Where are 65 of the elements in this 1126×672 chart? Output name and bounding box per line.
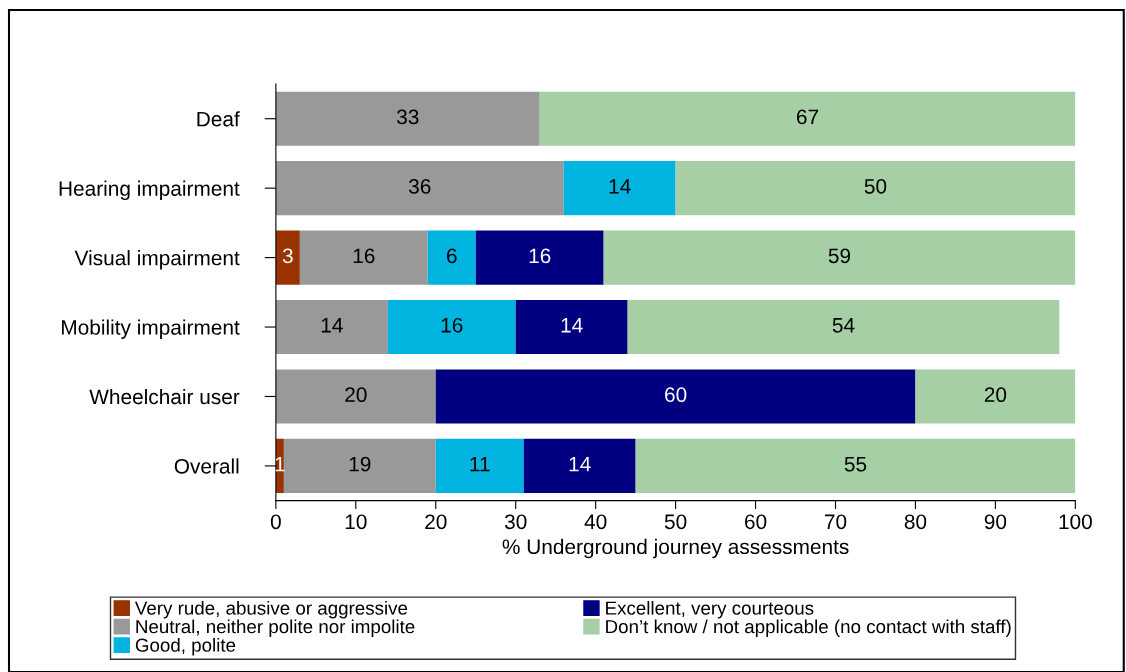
bar bbox=[275, 91, 540, 146]
legend-label: Very rude, abusive or aggressive bbox=[134, 601, 408, 619]
y-tick-label: Deaf bbox=[197, 111, 240, 127]
bar bbox=[635, 438, 1076, 493]
bar bbox=[275, 369, 436, 424]
data-label: 33 bbox=[396, 109, 419, 125]
data-label: 14 bbox=[561, 318, 583, 333]
y-tick-label: Wheelchair user bbox=[89, 388, 240, 405]
y-tick-label: Hearing impairment bbox=[59, 180, 240, 201]
bar bbox=[275, 299, 388, 355]
bar bbox=[523, 438, 636, 493]
data-label: 54 bbox=[832, 318, 855, 333]
data-label: 16 bbox=[529, 248, 551, 264]
data-label: 14 bbox=[609, 179, 631, 194]
data-label: 55 bbox=[844, 456, 867, 472]
data-label: 16 bbox=[441, 317, 463, 333]
bar bbox=[435, 369, 916, 424]
y-tick-label: Visual impairment bbox=[74, 250, 240, 270]
x-tick-label: 60 bbox=[745, 514, 767, 530]
data-label: 19 bbox=[349, 456, 371, 472]
data-label: 16 bbox=[353, 248, 375, 264]
x-axis-title: % Underground journey assessments bbox=[502, 538, 849, 559]
x-tick-label: 10 bbox=[345, 514, 367, 530]
bar bbox=[603, 230, 1076, 285]
x-tick-label: 90 bbox=[984, 514, 1007, 530]
bar bbox=[283, 438, 436, 493]
bar bbox=[299, 230, 428, 285]
data-label: 6 bbox=[447, 248, 457, 264]
bar bbox=[563, 161, 676, 216]
data-label: 20 bbox=[345, 387, 367, 403]
bar bbox=[387, 299, 516, 355]
x-tick-label: 80 bbox=[904, 514, 927, 530]
bar bbox=[427, 230, 476, 285]
legend-label: Excellent, very courteous bbox=[606, 601, 814, 619]
legend-label: Good, polite bbox=[135, 638, 236, 656]
bar bbox=[435, 438, 524, 493]
x-tick-label: 0 bbox=[270, 514, 281, 530]
data-label: 20 bbox=[984, 387, 1007, 403]
data-label: 14 bbox=[569, 456, 591, 472]
x-tick-label: 50 bbox=[664, 514, 687, 530]
data-label: 11 bbox=[470, 456, 490, 472]
bar bbox=[915, 369, 1076, 424]
bar bbox=[475, 230, 604, 285]
data-label: 14 bbox=[321, 318, 343, 333]
data-label: 60 bbox=[665, 387, 687, 403]
bar bbox=[275, 230, 300, 285]
legend-label: Don’t know / not applicable (no contact with staff) bbox=[606, 619, 1011, 637]
y-tick-label: Overall bbox=[174, 458, 239, 474]
bar bbox=[539, 91, 1076, 146]
legend-label: Neutral, neither polite nor impolite bbox=[136, 619, 415, 637]
x-tick-label: 100 bbox=[1059, 514, 1092, 530]
bar bbox=[515, 299, 628, 355]
data-label: 36 bbox=[408, 179, 431, 194]
data-label: 3 bbox=[282, 248, 293, 264]
data-label: 50 bbox=[864, 179, 887, 194]
data-label: 67 bbox=[796, 109, 819, 125]
y-tick-label: Mobility impairment bbox=[62, 319, 240, 339]
x-tick-label: 20 bbox=[425, 514, 447, 530]
x-tick-label: 30 bbox=[504, 514, 527, 530]
x-tick-label: 70 bbox=[824, 514, 847, 530]
bar bbox=[627, 299, 1060, 355]
bar bbox=[675, 161, 1076, 216]
data-label: 59 bbox=[828, 248, 851, 264]
bar bbox=[275, 161, 564, 216]
x-tick-label: 40 bbox=[584, 514, 607, 530]
